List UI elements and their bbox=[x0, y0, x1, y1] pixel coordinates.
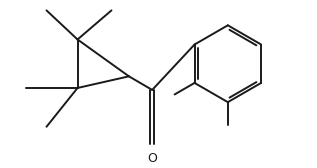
Text: O: O bbox=[147, 152, 157, 165]
